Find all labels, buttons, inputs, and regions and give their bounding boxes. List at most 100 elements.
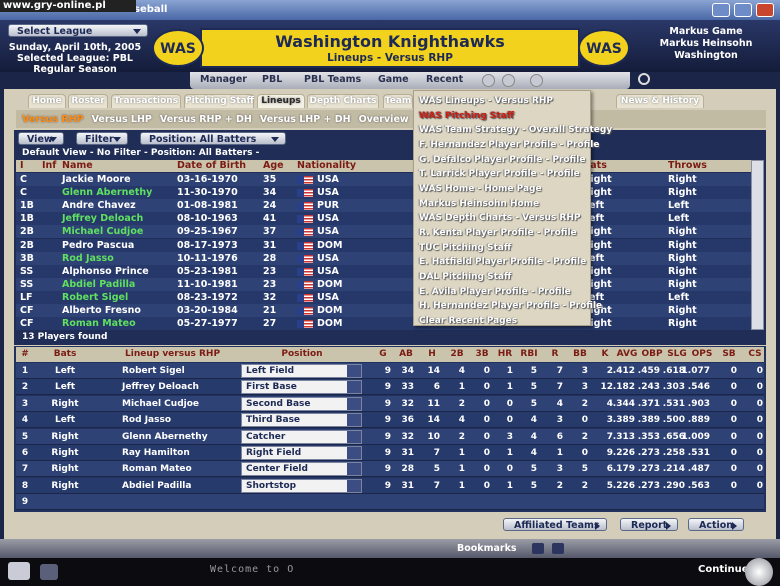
tab[interactable]: Lineups — [257, 94, 305, 108]
select-league-button[interactable]: Select League — [8, 24, 148, 37]
menu-item[interactable]: Clear Recent Pages — [419, 316, 518, 327]
menu-item[interactable]: R. Kenta Player Profile - Profile — [419, 228, 577, 239]
roster-column-header[interactable]: Inf — [42, 160, 57, 171]
lineup-column-header[interactable]: K — [601, 349, 609, 359]
menu-item[interactable]: WAS Team Strategy - Overall Strategy — [419, 125, 613, 136]
nav-item[interactable]: PBL — [262, 74, 283, 85]
subtab[interactable]: Versus LHP + DH — [259, 114, 351, 125]
nav-item[interactable]: Manager — [200, 74, 247, 85]
tab[interactable]: Pitching Staff — [184, 94, 254, 108]
filter-button[interactable]: View — [18, 132, 64, 145]
position-select[interactable]: Left Field — [241, 364, 362, 378]
lineup-column-header[interactable]: # — [21, 349, 29, 359]
lineup-column-header[interactable]: Bats — [53, 349, 77, 359]
lineup-column-header[interactable]: Lineup versus RHP — [125, 349, 221, 359]
lineup-column-header[interactable]: G — [379, 349, 387, 359]
position-select[interactable]: Center Field — [241, 462, 362, 477]
position-select[interactable]: Third Base — [241, 413, 362, 428]
icon[interactable] — [40, 564, 58, 580]
roster-column-header[interactable]: Nationality — [297, 160, 357, 171]
nav-item[interactable]: Game — [378, 74, 409, 85]
window-button[interactable] — [712, 3, 730, 17]
nav-icon[interactable] — [502, 74, 515, 87]
window-button[interactable] — [734, 3, 752, 17]
tab[interactable]: Transactions — [111, 94, 181, 108]
tab[interactable]: Roster — [68, 94, 108, 108]
position-select[interactable]: Right Field — [241, 446, 362, 460]
roster-pos: C — [20, 174, 27, 185]
subtab[interactable]: Versus RHP — [22, 114, 84, 125]
lineup-column-header[interactable]: OBP — [641, 349, 663, 359]
menu-item[interactable]: TUC Pitching Staff — [419, 242, 512, 253]
menu-item[interactable]: WAS Depth Charts - Versus RHP — [419, 213, 581, 224]
search-icon[interactable] — [638, 73, 650, 85]
lineup-cell: 5 — [581, 464, 588, 475]
roster-column-header[interactable]: I — [20, 160, 24, 171]
lineup-column-header[interactable]: OPS — [691, 349, 713, 359]
lineup-cell: 1 — [506, 448, 513, 458]
menu-item[interactable]: WAS Pitching Staff — [419, 110, 515, 121]
roster-column-header[interactable]: Bats — [583, 160, 607, 171]
nav-icon[interactable] — [482, 74, 495, 87]
lineup-column-header[interactable]: SB — [722, 349, 736, 359]
menu-item[interactable]: Markus Heinsohn Home — [419, 198, 540, 209]
position-select[interactable]: Shortstop — [241, 478, 362, 493]
position-select[interactable]: First Base — [241, 380, 362, 395]
action-button[interactable]: Affiliated Teams — [503, 518, 607, 531]
menu-item[interactable]: E. Hatfield Player Profile - Profile — [419, 257, 587, 268]
filter-button[interactable]: Filter — [76, 132, 128, 145]
tab-label: News & History — [620, 96, 700, 106]
roster-dob: 03-16-1970 — [177, 174, 238, 185]
position-select[interactable]: Second Base — [241, 396, 362, 411]
filter-button[interactable]: Position: All Batters — [140, 132, 286, 145]
lineup-column-header[interactable]: H — [428, 349, 436, 359]
nav-item[interactable]: PBL Teams — [304, 74, 362, 85]
action-button[interactable]: Report — [620, 518, 678, 531]
bookmark-arrow[interactable] — [532, 543, 544, 554]
roster-bats: Right — [583, 187, 612, 199]
nav-item[interactable]: Recent — [426, 74, 464, 85]
subtab[interactable]: Overview — [358, 114, 409, 125]
menu-item[interactable]: T. Larrick Player Profile - Profile — [419, 169, 580, 180]
bookmark-arrow[interactable] — [552, 543, 564, 554]
menu-item[interactable]: DAL Pitching Staff — [419, 272, 512, 283]
lineup-column-header[interactable]: Position — [281, 349, 323, 359]
action-button[interactable]: Action — [688, 518, 744, 531]
lineup-column-header[interactable]: 2B — [450, 349, 464, 359]
roster-age: 28 — [263, 252, 277, 264]
lineup-column-header[interactable]: SLG — [667, 349, 687, 359]
menu-item[interactable]: E. Avila Player Profile - Profile — [419, 286, 571, 297]
roster-row[interactable] — [16, 251, 751, 265]
tab[interactable]: Depth Charts — [307, 94, 379, 108]
lineup-column-header[interactable]: BB — [573, 349, 587, 359]
subtab[interactable]: Versus LHP — [91, 114, 152, 125]
window-button[interactable] — [756, 3, 774, 17]
lineup-column-header[interactable]: R — [551, 349, 559, 359]
tab[interactable]: News & History — [616, 94, 704, 108]
menu-item[interactable]: G. Defalco Player Profile - Profile — [419, 154, 586, 165]
menu-item[interactable]: F. Hernandez Player Profile - Profile — [419, 140, 600, 150]
menu-item[interactable]: WAS Home - Home Page — [419, 184, 542, 195]
roster-column-header[interactable]: Name — [62, 160, 93, 171]
lineup-column-header[interactable]: AVG — [616, 349, 638, 359]
lineup-column-header[interactable]: RBI — [520, 349, 538, 359]
roster-column-header[interactable]: Throws — [668, 160, 707, 171]
continue-label[interactable]: Continue — [698, 564, 749, 575]
menu-item[interactable]: H. Hernandez Player Profile - Profile — [419, 301, 603, 312]
subtab[interactable]: Versus RHP + DH — [159, 114, 252, 125]
roster-column-header[interactable]: Age — [263, 160, 284, 171]
tab[interactable]: Team — [383, 94, 413, 108]
continue-button[interactable] — [745, 558, 773, 586]
lineup-column-header[interactable]: HR — [497, 349, 513, 359]
mail-icon[interactable] — [8, 562, 30, 580]
bookmarks[interactable]: Bookmarks — [457, 543, 517, 554]
menu-item[interactable]: WAS Lineups - Versus RHP — [419, 96, 553, 106]
tab[interactable]: Home — [28, 94, 66, 108]
lineup-column-header[interactable]: AB — [399, 349, 413, 359]
lineup-cell: 3 — [556, 464, 563, 475]
roster-column-header[interactable]: Date of Birth — [177, 160, 247, 171]
lineup-column-header[interactable]: 3B — [475, 349, 489, 359]
lineup-column-header[interactable]: CS — [748, 349, 762, 359]
nav-icon[interactable] — [530, 74, 543, 87]
position-select[interactable]: Catcher — [241, 429, 362, 444]
